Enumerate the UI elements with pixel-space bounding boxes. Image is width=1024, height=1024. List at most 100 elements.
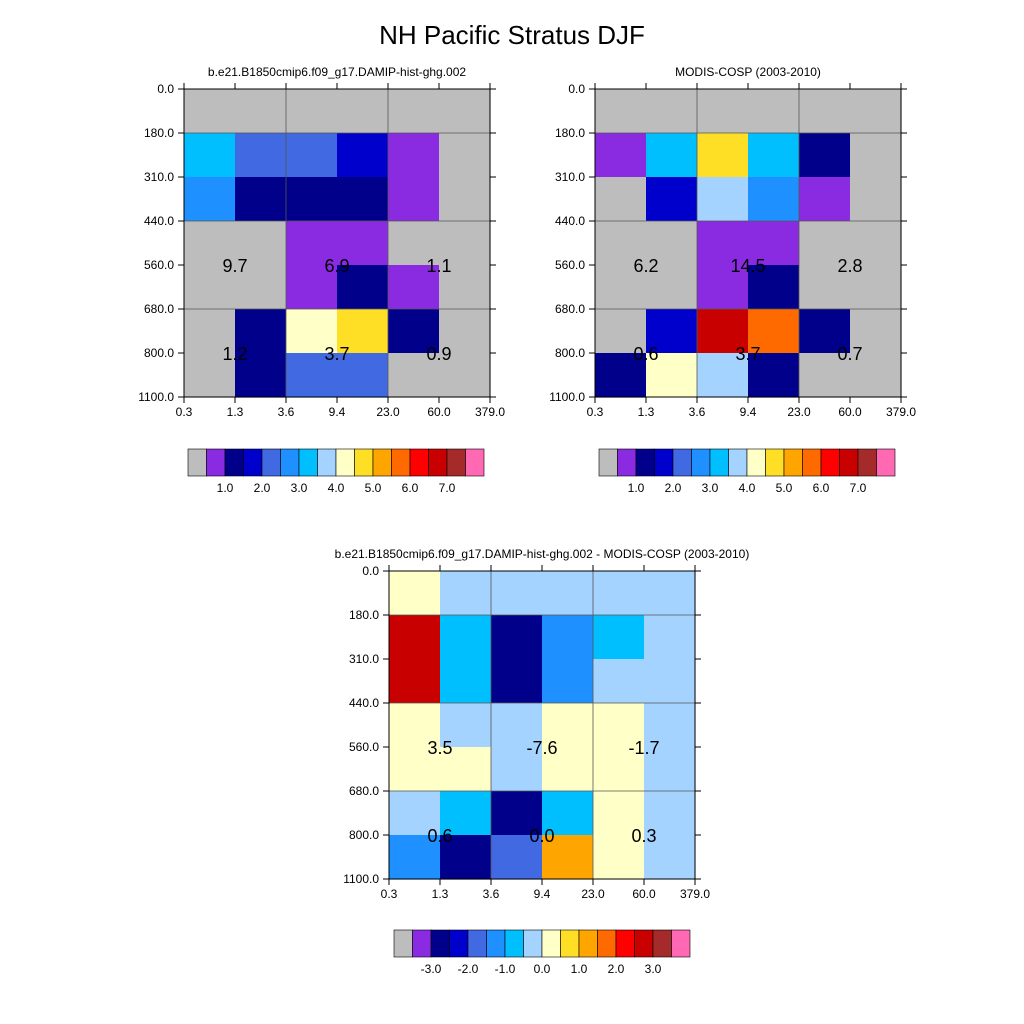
colorbar-box bbox=[446, 448, 466, 477]
heatmap-cell bbox=[440, 747, 492, 792]
heatmap-cell bbox=[646, 177, 698, 222]
colorbar-label: 6.0 bbox=[402, 481, 419, 495]
heatmap-cell bbox=[697, 221, 749, 266]
colorbar-label: -3.0 bbox=[421, 962, 442, 976]
colorbar-label: 5.0 bbox=[365, 481, 382, 495]
colorbar-label: 0.0 bbox=[534, 962, 551, 976]
y-tick-label: 310.0 bbox=[555, 170, 585, 184]
heatmap-cell bbox=[389, 615, 441, 660]
heatmap-cell bbox=[593, 615, 645, 660]
x-tick-label: 379.0 bbox=[680, 887, 710, 901]
heatmap-cell bbox=[850, 265, 902, 310]
heatmap-cell bbox=[799, 177, 851, 222]
y-tick-label: 680.0 bbox=[555, 302, 585, 316]
heatmap-cell bbox=[235, 89, 287, 134]
panel-title: b.e21.B1850cmip6.f09_g17.DAMIP-hist-ghg.… bbox=[335, 547, 750, 561]
cell-annotation: 0.7 bbox=[837, 344, 862, 364]
panel-1: b.e21.B1850cmip6.f09_g17.DAMIP-hist-ghg.… bbox=[138, 0, 505, 495]
heatmap-cell bbox=[748, 309, 800, 354]
heatmap-cell bbox=[439, 353, 491, 398]
heatmap-cell bbox=[491, 791, 543, 836]
y-tick-label: 440.0 bbox=[555, 214, 585, 228]
heatmap-cell bbox=[593, 659, 645, 704]
colorbar-box bbox=[486, 929, 506, 958]
heatmap-cell bbox=[748, 133, 800, 178]
heatmap-cell bbox=[748, 89, 800, 134]
y-tick-label: 0.0 bbox=[157, 82, 174, 96]
colorbar-box bbox=[765, 448, 785, 477]
heatmap-cell bbox=[235, 177, 287, 222]
figure-title: NH Pacific Stratus DJF bbox=[379, 20, 645, 50]
heatmap-cell bbox=[439, 89, 491, 134]
heatmap-cell bbox=[595, 133, 647, 178]
heatmap-cell bbox=[440, 659, 492, 704]
heatmap-cell bbox=[542, 571, 594, 616]
colorbar-box bbox=[393, 929, 413, 958]
cell-annotation: 13.9 bbox=[319, 0, 354, 4]
colorbar-label: 1.0 bbox=[628, 481, 645, 495]
heatmap-cell bbox=[595, 309, 647, 354]
y-tick-label: 560.0 bbox=[349, 740, 379, 754]
heatmap-cell bbox=[337, 89, 389, 134]
heatmap-cell bbox=[491, 747, 543, 792]
colorbar-label: 1.0 bbox=[571, 962, 588, 976]
x-tick-label: 3.6 bbox=[483, 887, 500, 901]
heatmap-cell bbox=[286, 221, 338, 266]
y-tick-label: 560.0 bbox=[555, 258, 585, 272]
colorbar-box bbox=[598, 448, 618, 477]
heatmap-cell bbox=[542, 703, 594, 748]
y-tick-label: 180.0 bbox=[555, 126, 585, 140]
y-tick-label: 310.0 bbox=[349, 652, 379, 666]
heatmap-cell bbox=[388, 353, 440, 398]
colorbar-box bbox=[671, 929, 691, 958]
colorbar-box bbox=[691, 448, 711, 477]
heatmap-cell bbox=[593, 747, 645, 792]
y-tick-label: 680.0 bbox=[144, 302, 174, 316]
heatmap-cell bbox=[491, 571, 543, 616]
heatmap-cell bbox=[646, 353, 698, 398]
heatmap-cell bbox=[491, 835, 543, 880]
colorbar-label: 1.0 bbox=[217, 481, 234, 495]
heatmap-cell bbox=[799, 265, 851, 310]
heatmap-cell bbox=[850, 89, 902, 134]
heatmap-cell bbox=[491, 703, 543, 748]
heatmap-cell bbox=[646, 133, 698, 178]
x-tick-label: 9.4 bbox=[740, 405, 757, 419]
colorbar-box bbox=[597, 929, 617, 958]
heatmap-cell bbox=[184, 133, 236, 178]
colorbar-box bbox=[728, 448, 748, 477]
heatmap-cell bbox=[644, 615, 696, 660]
colorbar-label: -1.0 bbox=[495, 962, 516, 976]
heatmap-cell bbox=[439, 133, 491, 178]
cell-annotation: 1.4 bbox=[837, 0, 862, 4]
heatmap-cell bbox=[644, 835, 696, 880]
x-tick-label: 0.3 bbox=[176, 405, 193, 419]
colorbar-box bbox=[243, 448, 263, 477]
heatmap-cell bbox=[595, 89, 647, 134]
x-tick-label: 60.0 bbox=[838, 405, 862, 419]
panel-2: MODIS-COSP (2003-2010) 0.0 180.0 310.0 440.0… bbox=[549, 0, 916, 495]
x-tick-label: 0.3 bbox=[587, 405, 604, 419]
colorbar-box bbox=[783, 448, 803, 477]
heatmap-cell bbox=[389, 791, 441, 836]
y-tick-label: 800.0 bbox=[144, 346, 174, 360]
heatmap-cell bbox=[697, 265, 749, 310]
heatmap-cell bbox=[748, 265, 800, 310]
heatmap-cell bbox=[389, 835, 441, 880]
colorbar-box bbox=[709, 448, 729, 477]
cell-annotation: 1.2 bbox=[222, 344, 247, 364]
heatmap-cell bbox=[850, 177, 902, 222]
colorbar-box bbox=[672, 448, 692, 477]
heatmap-cell bbox=[542, 791, 594, 836]
colorbar-box bbox=[428, 448, 448, 477]
heatmap-cell bbox=[388, 89, 440, 134]
colorbar-label: 7.0 bbox=[439, 481, 456, 495]
heatmap-cell bbox=[389, 747, 441, 792]
cell-annotation: 2.7 bbox=[222, 0, 247, 4]
heatmap-cell bbox=[644, 659, 696, 704]
heatmap-cell bbox=[595, 265, 647, 310]
heatmap-cell bbox=[646, 89, 698, 134]
cell-annotation: -4.7 bbox=[424, 0, 455, 4]
heatmap-cell bbox=[799, 309, 851, 354]
colorbar-label: 7.0 bbox=[850, 481, 867, 495]
